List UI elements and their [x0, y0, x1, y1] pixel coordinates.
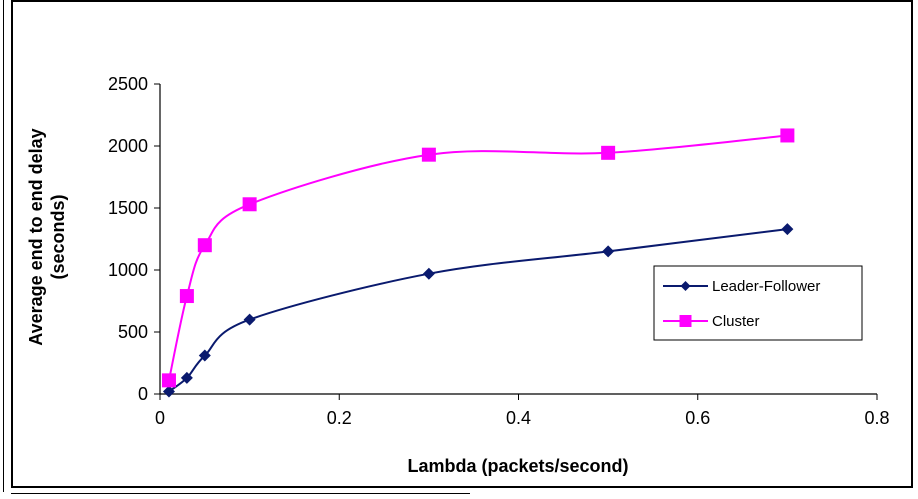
- legend-cluster-marker: [679, 315, 692, 327]
- data-point-cluster: [601, 145, 616, 160]
- data-point-cluster: [242, 197, 257, 212]
- x-axis-title: Lambda (packets/second): [407, 456, 628, 476]
- legend-label-leader-follower: Leader-Follower: [712, 278, 820, 295]
- data-point-cluster: [780, 128, 795, 143]
- data-point-leader-follower: [602, 245, 615, 258]
- outer-left-border: [3, 0, 4, 492]
- y-tick-label: 1500: [108, 198, 148, 218]
- y-axis-title-group: Average end to end delay (seconds): [26, 128, 68, 345]
- data-point-leader-follower: [180, 371, 193, 384]
- legend-leader-follower-marker: [680, 281, 691, 291]
- data-point-cluster: [179, 289, 194, 304]
- chart-frame: [11, 0, 913, 488]
- x-tick-label: 0.4: [506, 408, 531, 428]
- y-tick-label: 500: [118, 322, 148, 342]
- data-point-cluster: [161, 373, 176, 388]
- series-layer: [161, 128, 795, 398]
- x-tick-label: 0.8: [864, 408, 889, 428]
- y-tick-label: 2000: [108, 136, 148, 156]
- y-axis-title-line-2: (seconds): [48, 194, 68, 279]
- legend-label-cluster: Cluster: [712, 313, 760, 330]
- data-point-leader-follower: [198, 349, 211, 362]
- axes: [159, 84, 877, 395]
- series-line-cluster: [168, 134, 788, 381]
- x-tick-label: 0.2: [327, 408, 352, 428]
- legend-entry-leader-follower: Leader-Follower: [663, 278, 820, 295]
- legend: Leader-Follower Cluster: [653, 265, 863, 341]
- series-line-leader-follower: [168, 228, 788, 393]
- y-tick-label: 1000: [108, 260, 148, 280]
- data-point-leader-follower: [162, 385, 175, 398]
- data-point-leader-follower: [781, 223, 794, 236]
- y-axis-title-line-1: Average end to end delay: [26, 128, 46, 345]
- x-tick-label: 0: [155, 408, 165, 428]
- bottom-rule: [11, 493, 470, 494]
- legend-entry-cluster: Cluster: [663, 313, 760, 330]
- series-leader-follower: [162, 223, 794, 398]
- data-point-leader-follower: [422, 267, 435, 280]
- x-tick-label: 0.6: [685, 408, 710, 428]
- y-ticks: 0 500 1000 1500 2000 2500: [108, 74, 160, 404]
- series-cluster: [161, 128, 795, 388]
- y-tick-label: 0: [138, 384, 148, 404]
- x-ticks: 0 0.2 0.4 0.6 0.8: [155, 394, 890, 428]
- y-tick-label: 2500: [108, 74, 148, 94]
- data-point-cluster: [197, 238, 212, 253]
- data-point-cluster: [421, 147, 436, 162]
- legend-box: [653, 265, 863, 341]
- data-point-leader-follower: [243, 313, 256, 326]
